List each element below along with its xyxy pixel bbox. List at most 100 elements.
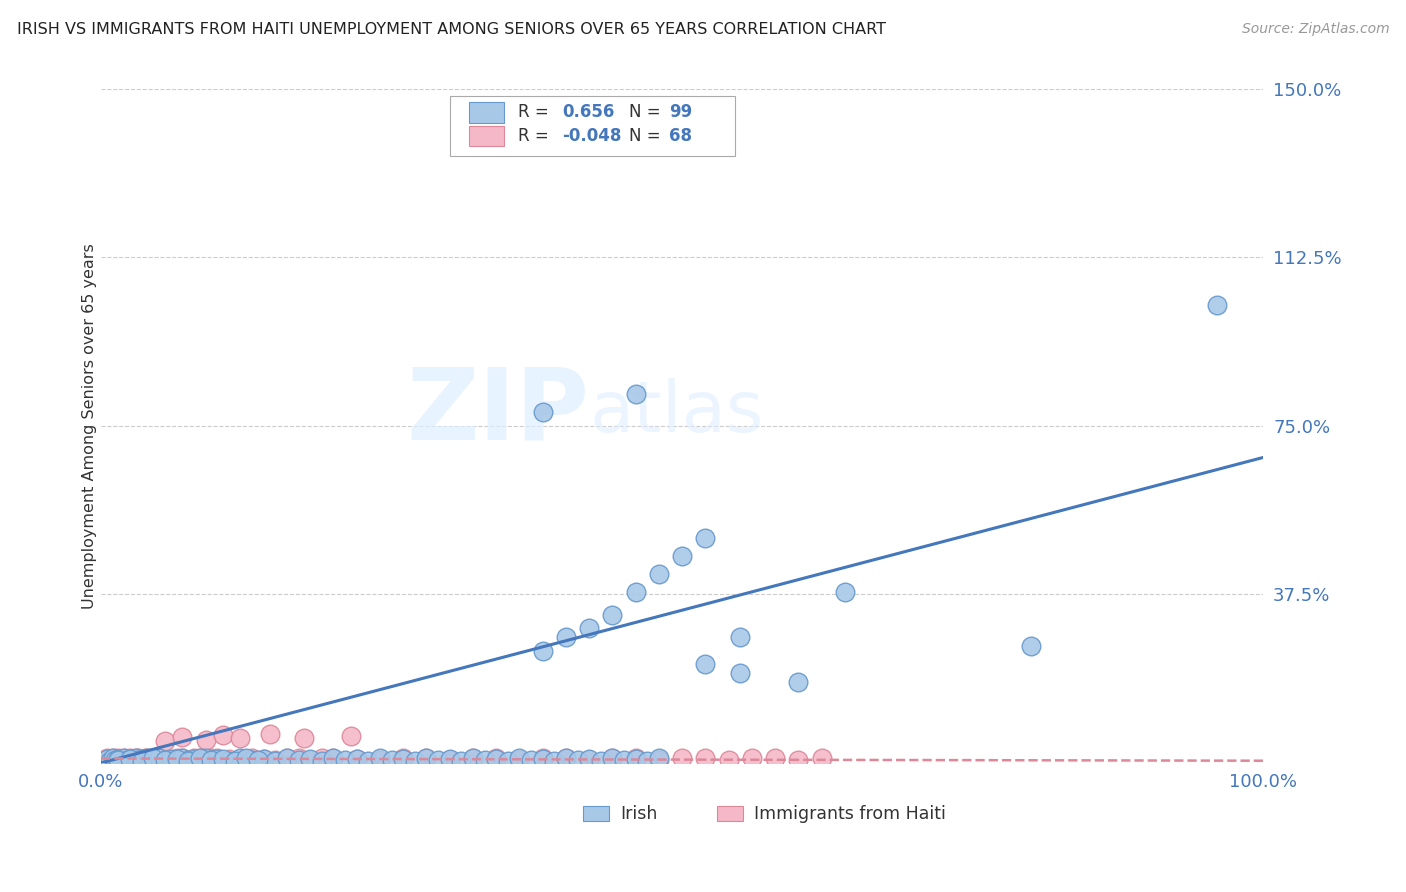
- Point: [589, 754, 612, 768]
- Point: [153, 752, 176, 766]
- Point: [253, 752, 276, 766]
- Point: [115, 753, 138, 767]
- Point: [98, 754, 121, 768]
- Point: [555, 750, 578, 764]
- Point: [96, 752, 118, 766]
- Point: [111, 754, 134, 768]
- Point: [461, 751, 484, 765]
- Point: [717, 753, 740, 767]
- Point: [200, 753, 222, 767]
- Point: [578, 753, 600, 767]
- Point: [340, 729, 363, 743]
- Text: R =: R =: [519, 103, 548, 121]
- Point: [205, 750, 228, 764]
- Point: [134, 751, 156, 765]
- Point: [183, 751, 205, 765]
- Point: [145, 753, 167, 767]
- Point: [166, 752, 188, 766]
- Point: [139, 753, 162, 767]
- Point: [153, 734, 176, 748]
- Point: [142, 752, 165, 766]
- Point: [134, 754, 156, 768]
- Point: [368, 753, 391, 767]
- Point: [287, 753, 309, 767]
- Point: [485, 750, 508, 764]
- Point: [602, 751, 624, 765]
- Point: [131, 752, 153, 766]
- Point: [461, 751, 484, 765]
- Point: [322, 751, 344, 765]
- Text: N =: N =: [628, 127, 661, 145]
- FancyBboxPatch shape: [450, 95, 734, 156]
- Text: Source: ZipAtlas.com: Source: ZipAtlas.com: [1241, 22, 1389, 37]
- Point: [235, 751, 257, 765]
- Point: [142, 751, 165, 765]
- Point: [205, 752, 228, 766]
- FancyBboxPatch shape: [717, 806, 742, 821]
- Point: [543, 754, 565, 768]
- Text: 99: 99: [669, 103, 693, 121]
- Point: [648, 567, 671, 582]
- Point: [131, 754, 153, 768]
- Text: 68: 68: [669, 127, 692, 145]
- Point: [131, 753, 153, 767]
- Point: [188, 751, 211, 765]
- Point: [508, 753, 530, 767]
- Point: [392, 752, 415, 766]
- Point: [112, 751, 135, 765]
- Point: [107, 752, 129, 766]
- Point: [166, 754, 188, 768]
- Point: [136, 750, 159, 764]
- Point: [122, 753, 145, 767]
- Point: [520, 753, 543, 767]
- Point: [695, 531, 717, 545]
- Point: [496, 754, 519, 768]
- Point: [118, 752, 141, 766]
- Point: [624, 387, 647, 401]
- Point: [98, 752, 121, 766]
- Point: [648, 753, 671, 767]
- Point: [578, 621, 600, 635]
- Point: [787, 753, 810, 767]
- Point: [602, 751, 624, 765]
- Point: [125, 751, 148, 765]
- Point: [695, 657, 717, 672]
- Point: [148, 750, 170, 764]
- Point: [485, 752, 508, 766]
- Point: [194, 732, 217, 747]
- Point: [246, 753, 269, 767]
- Point: [264, 753, 287, 767]
- Point: [508, 751, 530, 765]
- Text: atlas: atlas: [589, 378, 763, 447]
- Point: [1206, 297, 1229, 311]
- Point: [145, 754, 167, 768]
- Point: [153, 753, 176, 767]
- Point: [259, 727, 281, 741]
- FancyBboxPatch shape: [470, 103, 505, 122]
- Point: [311, 751, 333, 765]
- Point: [107, 751, 129, 765]
- Point: [177, 753, 200, 767]
- Point: [115, 752, 138, 766]
- Point: [188, 754, 211, 768]
- Point: [555, 751, 578, 765]
- Point: [101, 750, 124, 764]
- Point: [159, 752, 181, 766]
- Point: [118, 751, 141, 765]
- Point: [183, 752, 205, 766]
- Point: [240, 750, 263, 764]
- Point: [188, 750, 211, 764]
- Point: [624, 585, 647, 599]
- Point: [299, 752, 322, 766]
- Point: [148, 751, 170, 765]
- Point: [200, 751, 222, 765]
- Point: [153, 753, 176, 767]
- Text: IRISH VS IMMIGRANTS FROM HAITI UNEMPLOYMENT AMONG SENIORS OVER 65 YEARS CORRELAT: IRISH VS IMMIGRANTS FROM HAITI UNEMPLOYM…: [17, 22, 886, 37]
- Point: [253, 752, 276, 766]
- Point: [531, 751, 554, 765]
- Text: Irish: Irish: [620, 805, 658, 822]
- Point: [224, 754, 246, 768]
- Point: [439, 753, 461, 767]
- Point: [200, 753, 222, 767]
- Point: [555, 630, 578, 644]
